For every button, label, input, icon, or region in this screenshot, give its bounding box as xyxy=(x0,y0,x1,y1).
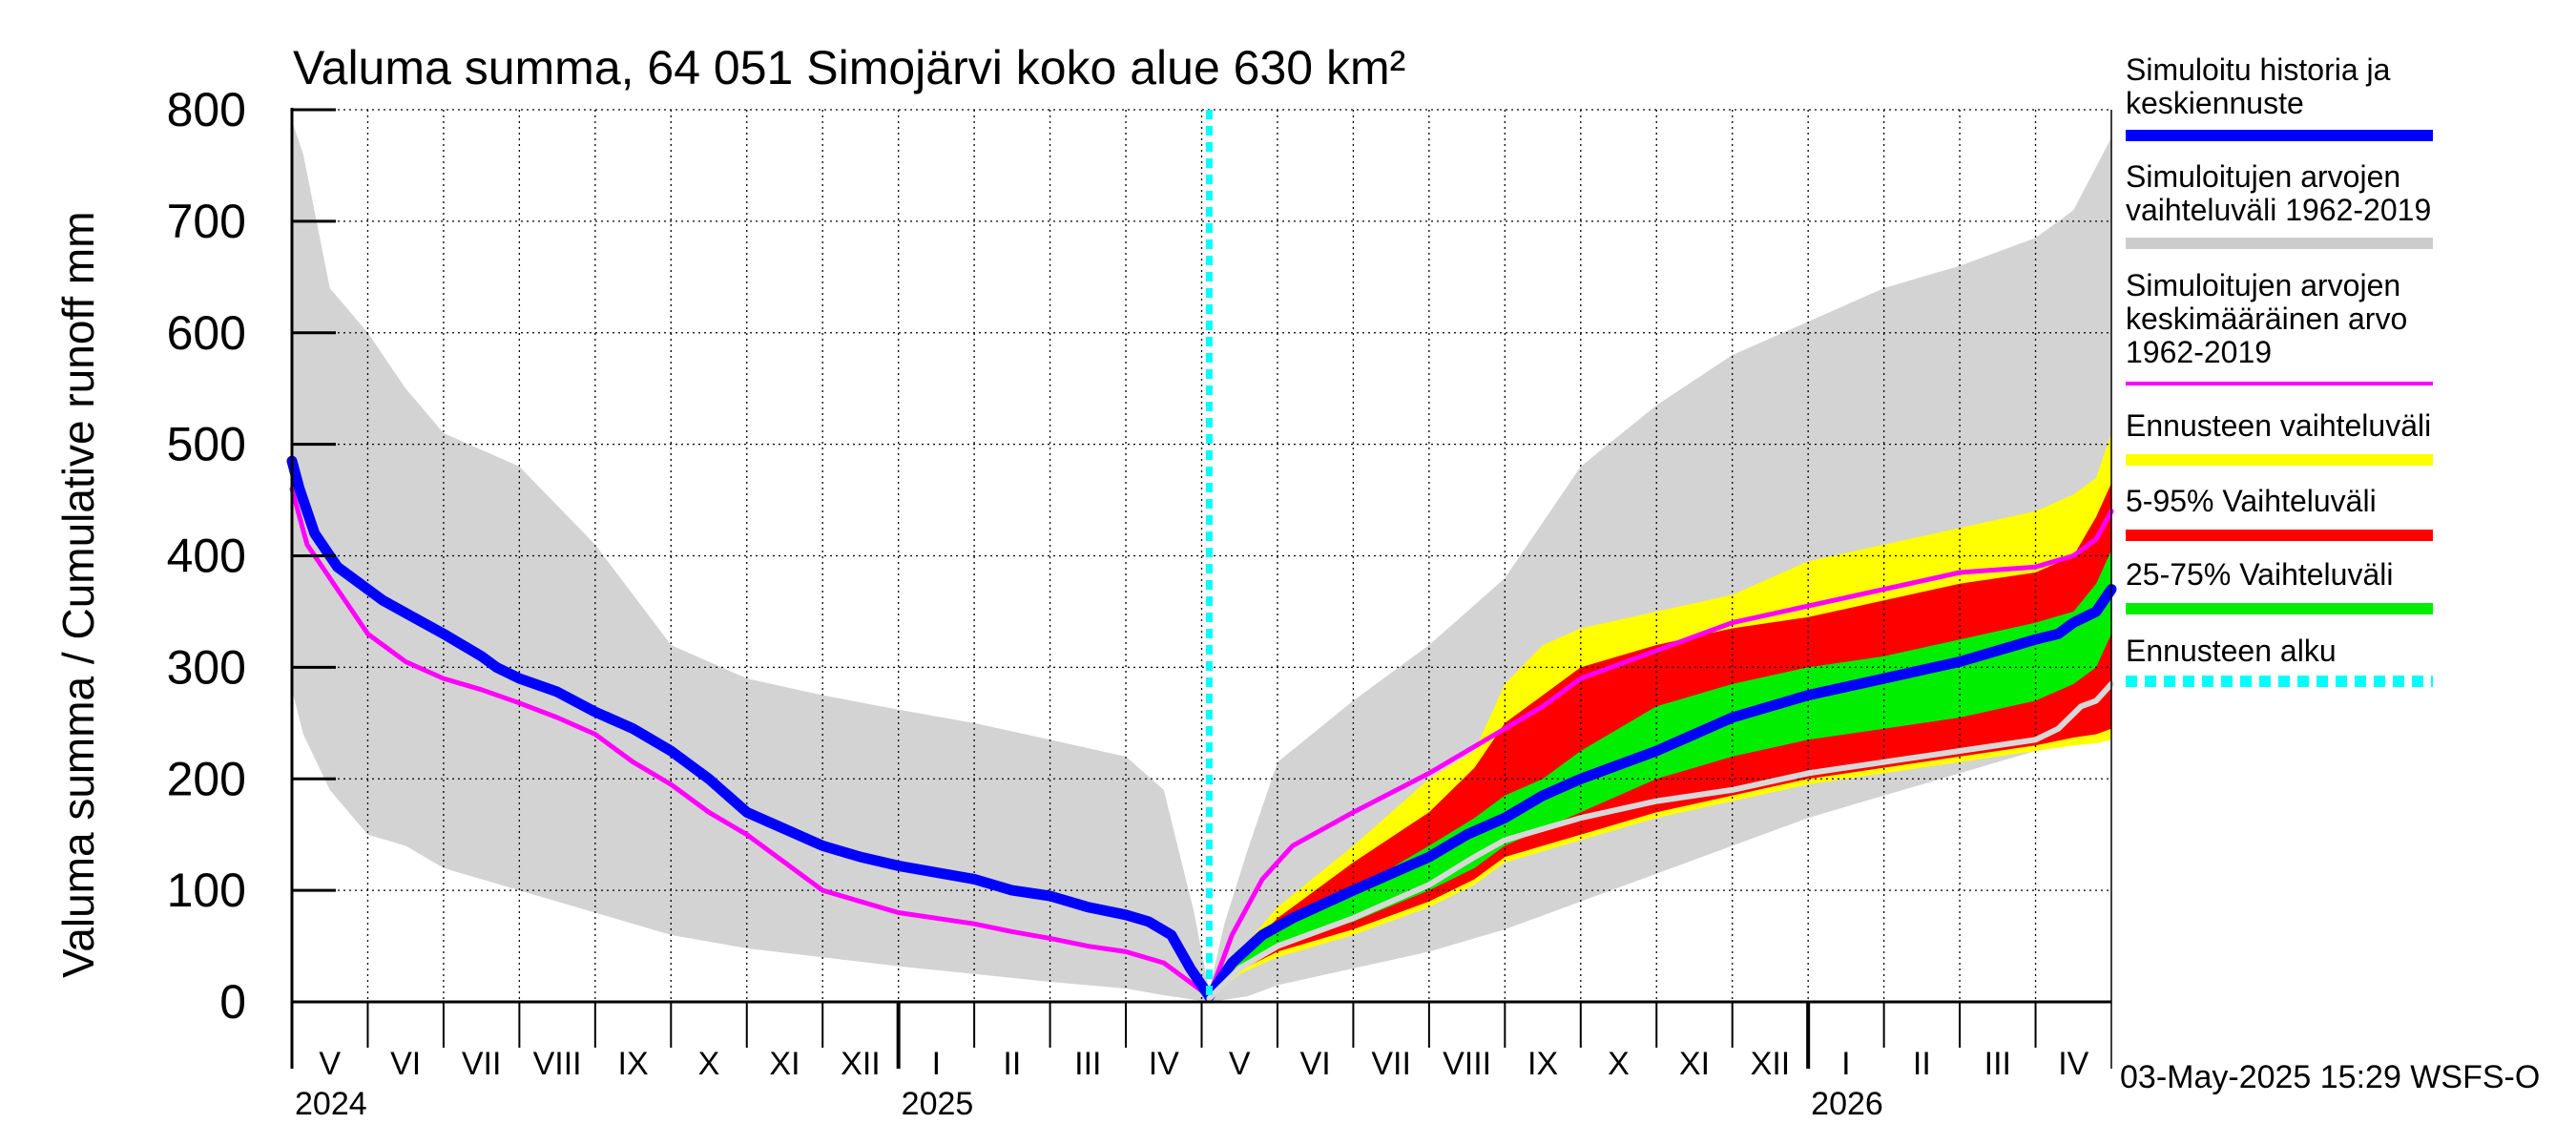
month-label: V xyxy=(1229,1046,1251,1082)
legend-label: Simuloitujen arvojen xyxy=(2126,159,2400,194)
legend-label: Simuloitujen arvojen xyxy=(2126,268,2400,302)
month-label: II xyxy=(1003,1046,1021,1082)
legend-label: keskiennuste xyxy=(2126,86,2304,120)
month-label: I xyxy=(932,1046,941,1082)
y-tick-label: 100 xyxy=(167,864,246,917)
y-tick-label: 500 xyxy=(167,418,246,471)
y-axis-label: Valuma summa / Cumulative runoff mm xyxy=(53,211,103,978)
band-3 xyxy=(1209,550,2111,998)
month-label: XI xyxy=(1679,1046,1710,1082)
month-label: XI xyxy=(769,1046,800,1082)
y-tick-label: 200 xyxy=(167,752,246,805)
month-label: II xyxy=(1913,1046,1931,1082)
month-label: I xyxy=(1841,1046,1850,1082)
month-label: VIII xyxy=(533,1046,582,1082)
chart-title: Valuma summa, 64 051 Simojärvi koko alue… xyxy=(293,41,1405,94)
y-tick-label: 600 xyxy=(167,306,246,360)
month-label: III xyxy=(1984,1046,2011,1082)
month-label: V xyxy=(319,1046,341,1082)
series-line-2 xyxy=(1206,680,2114,1002)
year-label: 2026 xyxy=(1811,1086,1883,1122)
series-line-1 xyxy=(286,455,2117,1002)
month-label: XII xyxy=(841,1046,881,1082)
month-label: IX xyxy=(1527,1046,1558,1082)
month-label: IX xyxy=(618,1046,649,1082)
month-label: IV xyxy=(1149,1046,1179,1082)
legend-label: vaihteluväli 1962-2019 xyxy=(2126,193,2431,227)
legend-label: keskimääräinen arvo xyxy=(2126,302,2407,336)
month-label: VI xyxy=(1300,1046,1331,1082)
year-label: 2025 xyxy=(902,1086,974,1122)
legend-label: Simuloitu historia ja xyxy=(2126,52,2391,87)
legend-label: 5-95% Vaihteluväli xyxy=(2126,484,2377,518)
legend-label: Ennusteen vaihteluväli xyxy=(2126,408,2431,443)
legend-label: 25-75% Vaihteluväli xyxy=(2126,557,2393,592)
y-tick-label: 0 xyxy=(219,975,246,1029)
y-tick-label: 400 xyxy=(167,530,246,583)
month-label: X xyxy=(698,1046,720,1082)
year-label: 2024 xyxy=(295,1086,367,1122)
month-label: VIII xyxy=(1443,1046,1491,1082)
y-tick-label: 300 xyxy=(167,640,246,694)
month-label: III xyxy=(1074,1046,1101,1082)
month-label: VII xyxy=(1371,1046,1411,1082)
timestamp-footer: 03-May-2025 15:29 WSFS-O xyxy=(2120,1059,2540,1095)
y-tick-label: 800 xyxy=(167,83,246,136)
series-line-0 xyxy=(289,486,2114,999)
y-tick-label: 700 xyxy=(167,195,246,248)
month-label: XII xyxy=(1751,1046,1791,1082)
month-label: IV xyxy=(2058,1046,2088,1082)
legend-label: 1962-2019 xyxy=(2126,335,2272,369)
legend-label: Ennusteen alku xyxy=(2126,634,2337,668)
month-label: VII xyxy=(462,1046,502,1082)
month-label: X xyxy=(1608,1046,1630,1082)
month-label: VI xyxy=(390,1046,421,1082)
